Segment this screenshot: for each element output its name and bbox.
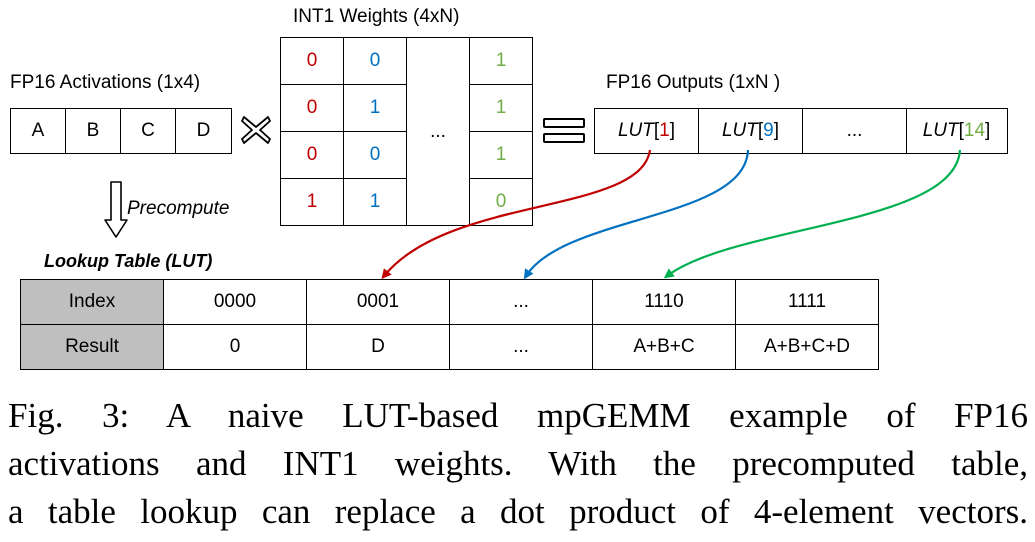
equals-icon-bottom bbox=[543, 133, 585, 143]
output-cell: LUT[1] bbox=[595, 109, 699, 153]
weight-cell: 0 bbox=[343, 131, 407, 179]
precompute-arrow-icon bbox=[104, 181, 128, 238]
weight-ellipsis: ... bbox=[406, 37, 470, 226]
caption-line: a table lookup can replace a dot product… bbox=[8, 492, 1028, 531]
outputs-vector: LUT[1] LUT[9] ... LUT[14] bbox=[594, 108, 1008, 154]
caption-line: activations and INT1 weights. With the p… bbox=[8, 444, 1028, 483]
weight-cell: 1 bbox=[343, 178, 407, 226]
weight-cell: 0 bbox=[280, 84, 344, 132]
result-cell: D bbox=[306, 324, 450, 370]
output-cell: LUT[14] bbox=[922, 120, 991, 141]
caption-line: Fig. 3: A naive LUT-based mpGEMM example… bbox=[8, 396, 1028, 435]
weight-cell: 1 bbox=[280, 178, 344, 226]
output-cell: LUT[9] bbox=[699, 109, 803, 153]
lut-title: Lookup Table (LUT) bbox=[44, 251, 213, 271]
activation-cell: B bbox=[66, 109, 121, 153]
activations-title: FP16 Activations (1x4) bbox=[10, 72, 201, 93]
result-cell: 0 bbox=[163, 324, 307, 370]
activation-cell: D bbox=[196, 120, 211, 141]
index-cell: ... bbox=[449, 279, 593, 325]
weight-cell: 0 bbox=[280, 37, 344, 85]
index-cell: 1111 bbox=[735, 279, 879, 325]
weight-cell: 1 bbox=[469, 131, 533, 179]
arrow-lut1 bbox=[381, 149, 652, 280]
lookup-table: Index 0000 0001 ... 1110 1111 Result 0 D… bbox=[20, 279, 879, 370]
result-cell: ... bbox=[449, 324, 593, 370]
weight-cell: 1 bbox=[343, 84, 407, 132]
weights-matrix: 0 0 ... 1 0 1 1 0 0 1 1 1 0 bbox=[280, 37, 533, 226]
weight-cell: 1 bbox=[469, 37, 533, 85]
activation-cell: A bbox=[11, 109, 66, 153]
index-header: Index bbox=[20, 279, 164, 325]
arrow-lut9 bbox=[523, 149, 750, 280]
equals-icon-top bbox=[543, 118, 585, 128]
weight-cell: 1 bbox=[469, 84, 533, 132]
output-ellipsis: ... bbox=[803, 109, 907, 153]
table-row: Result 0 D ... A+B+C A+B+C+D bbox=[20, 324, 879, 370]
result-cell: A+B+C bbox=[592, 324, 736, 370]
activation-cell: C bbox=[121, 109, 176, 153]
result-cell: A+B+C+D bbox=[735, 324, 879, 370]
multiply-icon bbox=[241, 116, 271, 144]
result-header: Result bbox=[20, 324, 164, 370]
index-cell: 0001 bbox=[306, 279, 450, 325]
table-row: Index 0000 0001 ... 1110 1111 bbox=[20, 279, 879, 325]
index-cell: 1110 bbox=[592, 279, 736, 325]
activations-vector: A B C D bbox=[10, 108, 232, 154]
figure-caption: Fig. 3: A naive LUT-based mpGEMM example… bbox=[8, 392, 1028, 536]
lookup-arrows bbox=[381, 149, 962, 280]
precompute-label: Precompute bbox=[127, 198, 230, 219]
arrow-lut14 bbox=[663, 149, 962, 279]
outputs-title: FP16 Outputs (1xN ) bbox=[606, 72, 781, 93]
weights-title: INT1 Weights (4xN) bbox=[293, 6, 460, 27]
weight-cell: 0 bbox=[469, 178, 533, 226]
